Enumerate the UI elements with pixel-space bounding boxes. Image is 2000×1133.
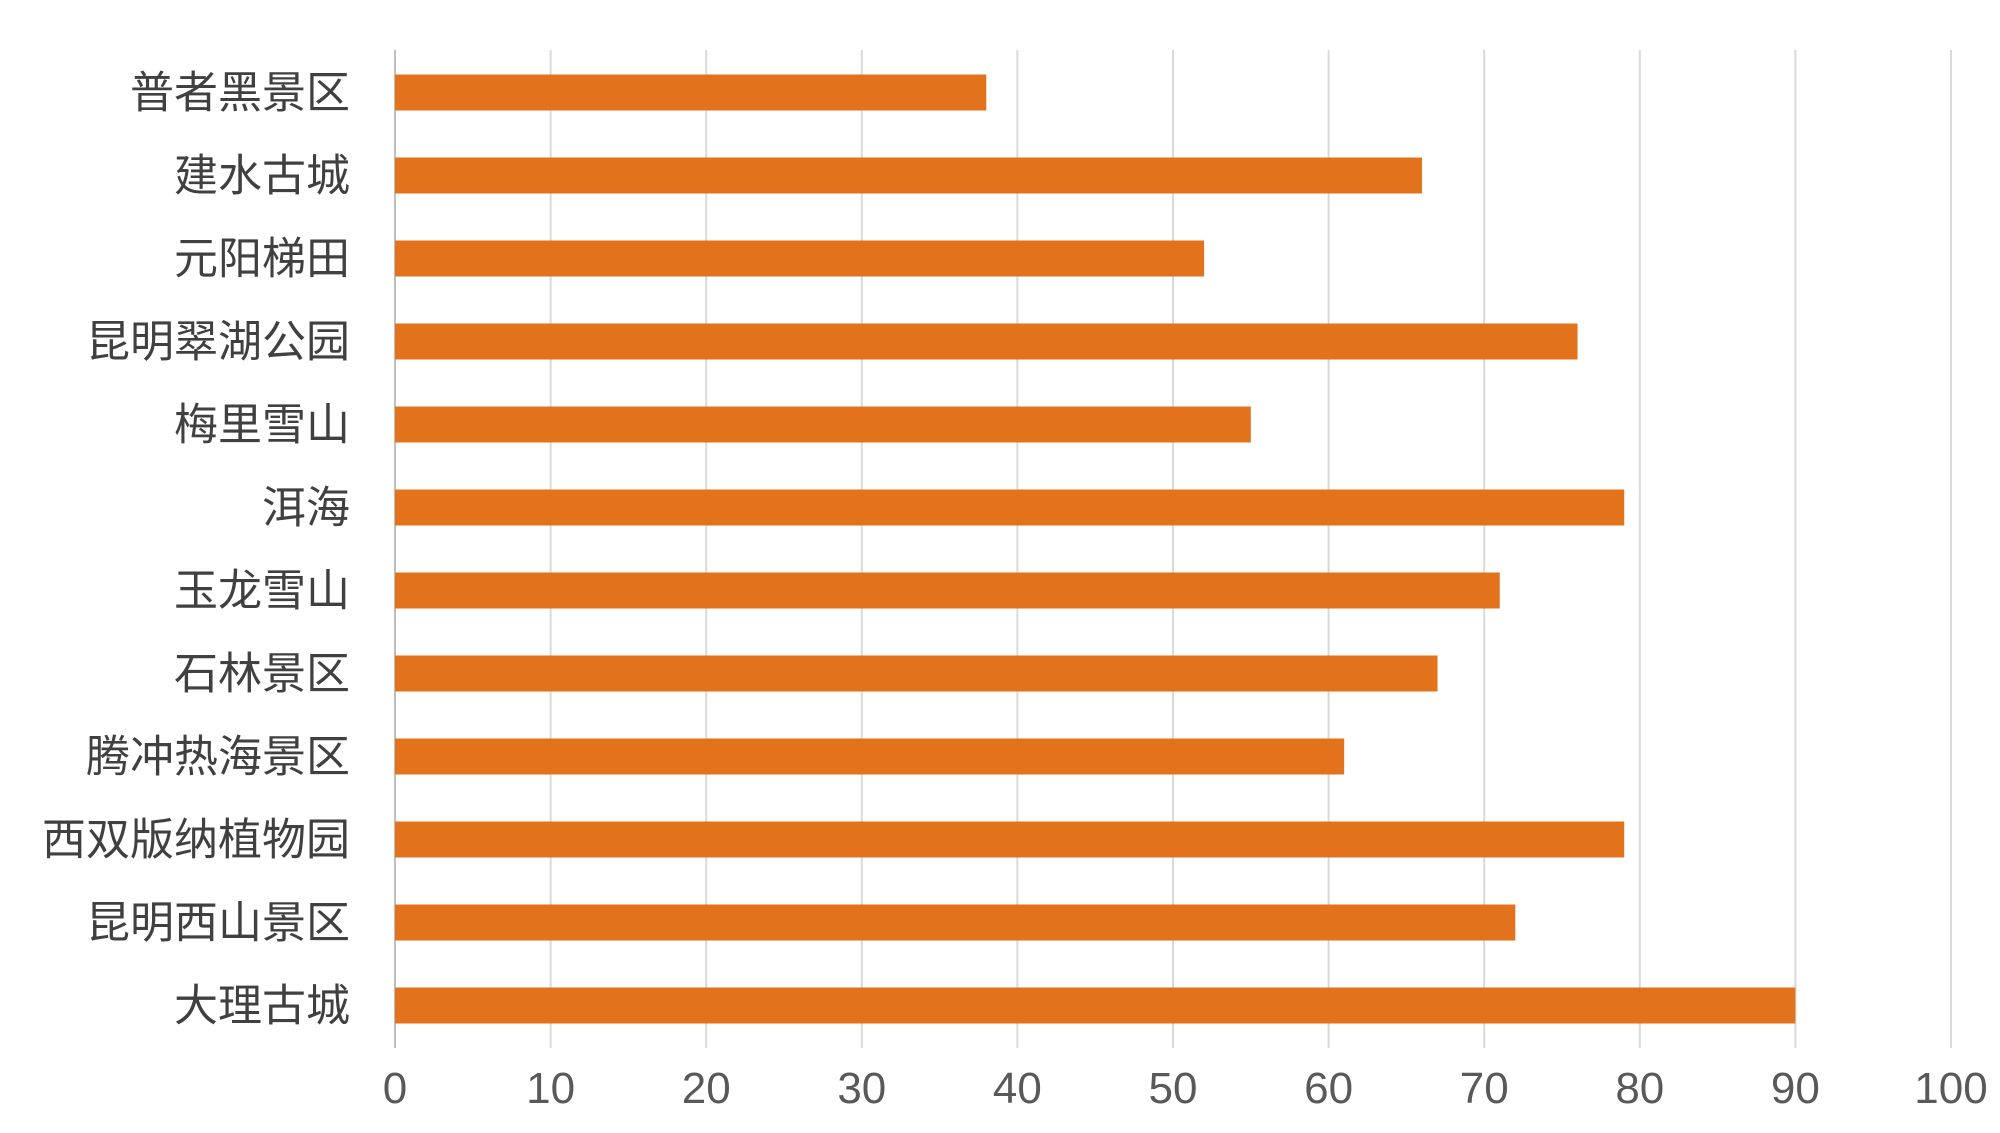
bar [395, 74, 987, 111]
x-tick-label: 70 [1460, 1064, 1509, 1113]
x-tick-label: 30 [837, 1064, 886, 1113]
bar [395, 572, 1500, 609]
category-label: 梅里雪山 [174, 400, 350, 451]
category-label: 玉龙雪山 [174, 566, 350, 617]
category-label: 大理古城 [174, 981, 350, 1032]
bars [395, 74, 1796, 1024]
category-label: 元阳梯田 [174, 234, 350, 285]
bar [395, 987, 1796, 1024]
x-tick-label: 40 [993, 1064, 1042, 1113]
x-tick-label: 50 [1149, 1064, 1198, 1113]
category-label: 普者黑景区 [130, 68, 350, 119]
category-label: 腾冲热海景区 [86, 732, 350, 783]
x-tick-label: 20 [682, 1064, 731, 1113]
category-label: 昆明西山景区 [86, 898, 350, 949]
bar [395, 406, 1251, 443]
gridlines [549, 50, 1952, 1048]
bar [395, 323, 1578, 360]
category-labels: 普者黑景区建水古城元阳梯田昆明翠湖公园梅里雪山洱海玉龙雪山石林景区腾冲热海景区西… [42, 68, 350, 1032]
bar [395, 240, 1205, 277]
bar [395, 738, 1345, 775]
category-label: 洱海 [262, 483, 350, 534]
x-tick-label: 60 [1304, 1064, 1353, 1113]
x-tick-label: 10 [526, 1064, 575, 1113]
bar [395, 157, 1422, 194]
bar [395, 821, 1625, 858]
bar [395, 904, 1516, 941]
x-tick-labels: 0 10 20 30 40 50 60 70 80 90 100 [383, 1064, 1988, 1113]
bar [395, 655, 1438, 692]
x-tick-label: 90 [1771, 1064, 1820, 1113]
x-tick-label: 100 [1914, 1064, 1987, 1113]
x-tick-label: 0 [383, 1064, 407, 1113]
category-label: 西双版纳植物园 [42, 815, 350, 866]
bar [395, 489, 1625, 526]
x-tick-label: 80 [1615, 1064, 1664, 1113]
category-label: 石林景区 [174, 649, 350, 700]
category-label: 建水古城 [174, 151, 350, 202]
category-label: 昆明翠湖公园 [86, 317, 350, 368]
